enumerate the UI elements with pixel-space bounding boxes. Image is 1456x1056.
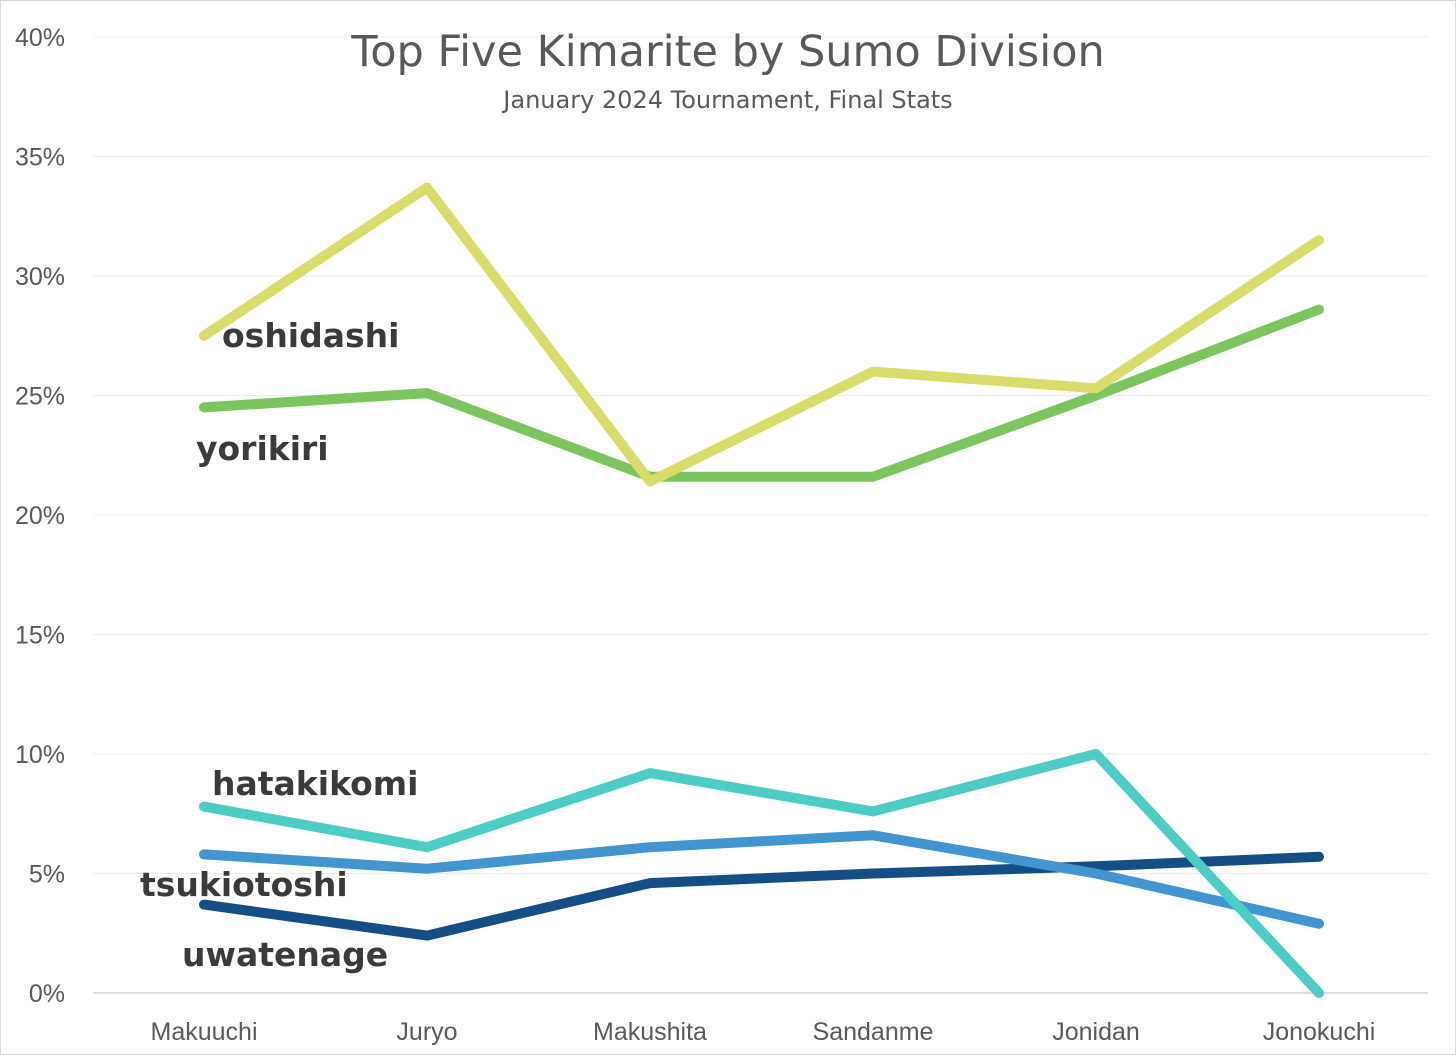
y-tick-label: 10% — [15, 741, 65, 769]
x-tick-label: Makushita — [593, 1018, 707, 1046]
chart-title: Top Five Kimarite by Sumo Division — [350, 27, 1105, 77]
x-tick-label: Makuuchi — [151, 1018, 258, 1046]
x-tick-label: Juryo — [396, 1018, 457, 1046]
y-tick-label: 5% — [29, 861, 65, 889]
series-label-hatakikomi: hatakikomi — [212, 764, 419, 803]
y-tick-label: 20% — [15, 502, 65, 530]
series-line-tsukiotoshi — [199, 830, 1324, 929]
y-tick-label: 35% — [15, 144, 65, 172]
y-tick-label: 25% — [15, 383, 65, 411]
y-tick-label: 15% — [15, 622, 65, 650]
series-label-tsukiotoshi: tsukiotoshi — [140, 865, 348, 904]
x-axis-ticks: Makuuchi Juryo Makushita Sandanme Jonidan Jon… — [151, 1018, 1376, 1046]
y-tick-label: 0% — [29, 980, 65, 1008]
x-tick-label: Jonokuchi — [1263, 1018, 1376, 1046]
grid-layer — [93, 36, 1428, 994]
series-label-oshidashi: oshidashi — [222, 316, 399, 355]
series-line-uwatenage — [199, 851, 1324, 941]
x-tick-label: Sandanme — [813, 1018, 934, 1046]
y-tick-label: 40% — [15, 24, 65, 52]
x-tick-label: Jonidan — [1052, 1018, 1140, 1046]
series-layer — [199, 182, 1324, 998]
series-line-yorikiri — [199, 304, 1324, 482]
series-line-hatakikomi — [199, 749, 1324, 998]
series-label-yorikiri: yorikiri — [196, 429, 329, 468]
y-tick-label: 30% — [15, 263, 65, 291]
series-label-uwatenage: uwatenage — [182, 935, 388, 974]
series-labels: oshidashi yorikiri hatakikomi tsukiotoshi uw… — [140, 316, 419, 974]
series-line-oshidashi — [199, 182, 1324, 487]
chart-subtitle: January 2024 Tournament, Final Stats — [501, 86, 952, 114]
y-axis-ticks: 0% 5% 10% 15% 20% 25% 30% 35% 40% — [15, 24, 65, 1008]
